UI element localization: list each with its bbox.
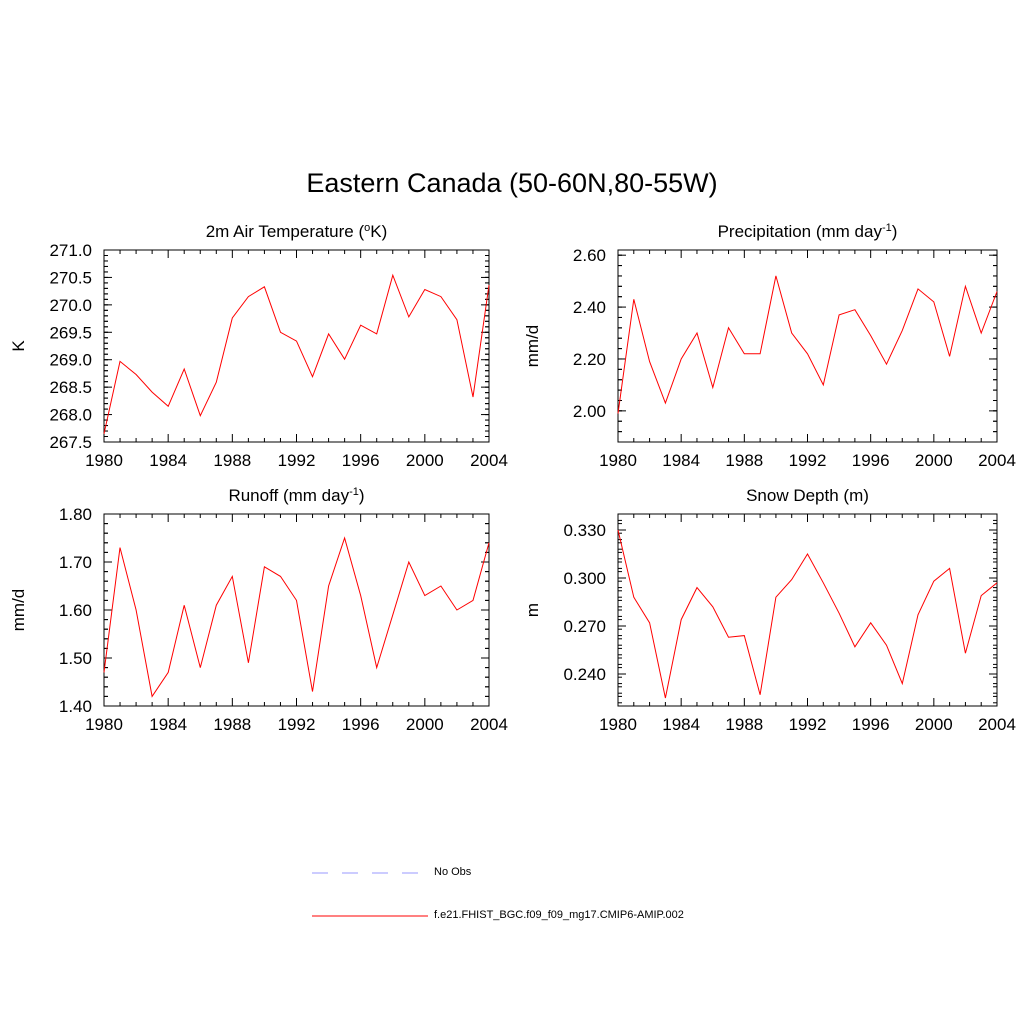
x-tick-label: 1992 [789,715,827,734]
panel-title-text: 2m Air Temperature ( [206,222,365,241]
panel-title-superscript: o [364,222,370,234]
x-tick-label: 1996 [852,451,890,470]
x-tick-label: 2000 [406,451,444,470]
panel-title-suffix: K) [370,222,387,241]
x-tick-label: 1980 [85,715,123,734]
x-tick-label: 1984 [662,451,700,470]
y-tick-label: 270.0 [49,296,92,315]
figure-title: Eastern Canada (50-60N,80-55W) [306,168,718,198]
x-tick-label: 1984 [149,451,187,470]
panel-title: Snow Depth (m) [746,486,869,505]
x-tick-label: 1988 [725,451,763,470]
x-tick-label: 2004 [470,451,508,470]
x-tick-label: 2004 [978,715,1016,734]
y-axis-label: mm/d [9,589,28,632]
y-tick-label: 1.50 [59,649,92,668]
y-axis-label: m [523,603,542,617]
x-tick-label: 1984 [662,715,700,734]
series-line [103,273,490,434]
x-tick-label: 1980 [599,451,637,470]
series-line [103,536,490,698]
y-tick-label: 269.0 [49,351,92,370]
x-tick-label: 2004 [470,715,508,734]
x-tick-label: 1980 [599,715,637,734]
x-tick-label: 1992 [789,451,827,470]
y-tick-label: 271.0 [49,241,92,260]
y-tick-label: 0.270 [563,617,606,636]
x-tick-label: 1996 [342,715,380,734]
y-tick-label: 0.330 [563,521,606,540]
y-axis-label: K [9,340,28,352]
plot-frame [617,513,998,707]
plot-frame [617,249,998,443]
x-tick-label: 1984 [149,715,187,734]
panel-3: Runoff (mm day-1) mm/d 1980 1984 1988 1992 199… [9,486,508,734]
panel-4: Snow Depth (m) m 1980 1984 1988 1992 1996 2000 2… [523,486,1016,734]
x-tick-label: 1992 [278,451,316,470]
series-line [617,529,998,699]
y-tick-label: 268.5 [49,378,92,397]
y-tick-label: 269.5 [49,323,92,342]
y-axis-label: mm/d [523,325,542,368]
x-tick-label: 2000 [915,451,953,470]
x-tick-label: 2000 [406,715,444,734]
x-tick-label: 1988 [725,715,763,734]
x-tick-label: 1996 [342,451,380,470]
panel-title-text: Snow Depth (m) [746,486,869,505]
panel-title-text: Runoff (mm day [228,486,349,505]
plot-frame [103,249,490,443]
y-tick-label: 0.240 [563,665,606,684]
y-tick-label: 2.00 [573,402,606,421]
x-tick-label: 1988 [213,715,251,734]
y-tick-label: 0.300 [563,569,606,588]
x-tick-label: 1996 [852,715,890,734]
y-tick-label: 2.40 [573,298,606,317]
x-tick-label: 2004 [978,451,1016,470]
series-line [617,275,998,414]
y-tick-label: 1.60 [59,601,92,620]
panel-title: 2m Air Temperature (oK) [206,222,388,241]
panel-title: Precipitation (mm day-1) [718,222,898,241]
y-tick-label: 1.70 [59,553,92,572]
y-tick-label: 2.20 [573,350,606,369]
y-tick-label: 268.0 [49,406,92,425]
y-tick-label: 1.80 [59,505,92,524]
y-tick-label: 2.60 [573,246,606,265]
x-tick-label: 2000 [915,715,953,734]
y-tick-label: 1.40 [59,697,92,716]
panel-title-superscript: -1 [882,222,892,234]
panel-title-suffix: ) [359,486,365,505]
panel-title-text: Precipitation (mm day [718,222,883,241]
plot-frame [103,513,490,707]
y-tick-label: 267.5 [49,433,92,452]
x-tick-label: 1980 [85,451,123,470]
y-tick-label: 270.5 [49,268,92,287]
panel-title-suffix: ) [892,222,898,241]
panel-2: Precipitation (mm day-1) mm/d 1980 1984 1988… [523,222,1016,470]
panel-1: 2m Air Temperature (oK) K 1980 1984 1988 1992… [9,222,508,470]
x-tick-label: 1988 [213,451,251,470]
x-tick-label: 1992 [278,715,316,734]
panel-title-superscript: -1 [349,486,359,498]
panel-title: Runoff (mm day-1) [228,486,364,505]
